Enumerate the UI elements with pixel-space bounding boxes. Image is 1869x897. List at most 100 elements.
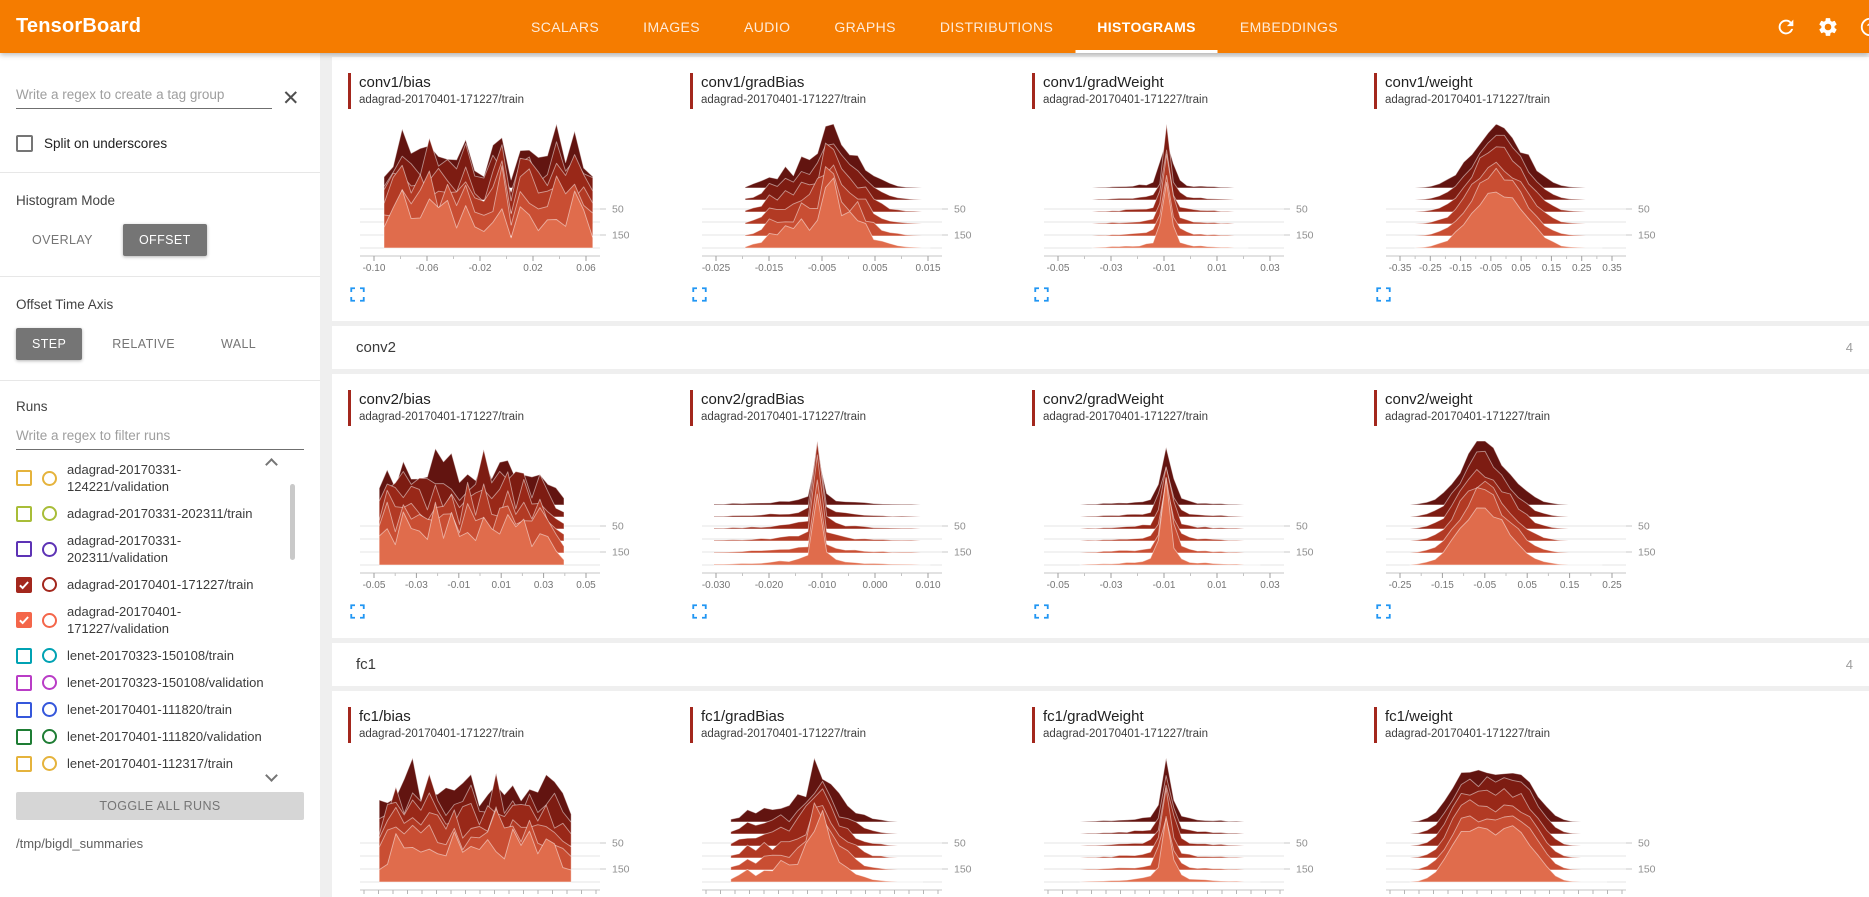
runs-block: Runs adagrad-20170331-124221/validationa… <box>0 381 320 851</box>
offset-time-axis-wall-button[interactable]: WALL <box>220 337 257 351</box>
card-run-name: adagrad-20170401-171227/train <box>359 728 524 740</box>
app-header: TensorBoard SCALARS IMAGES AUDIO GRAPHS DIST… <box>0 0 1869 53</box>
svg-text:50: 50 <box>612 204 624 216</box>
histogram-card: fc1/weight adagrad-20170401-171227/train 5… <box>1374 707 1702 897</box>
run-accent-bar <box>1374 73 1377 109</box>
run-item[interactable]: adagrad-20170401-171227/validation <box>16 598 304 642</box>
svg-text:0.02: 0.02 <box>523 263 543 274</box>
runs-scrollbar[interactable] <box>290 484 295 560</box>
help-icon[interactable]: ? <box>1859 16 1869 38</box>
histogram-card: conv1/gradWeight adagrad-20170401-171227/… <box>1032 73 1360 303</box>
tag-filter-input[interactable] <box>16 83 272 109</box>
fullscreen-icon[interactable] <box>350 604 366 620</box>
run-item[interactable]: adagrad-20170401-171227/train <box>16 571 304 598</box>
fullscreen-icon[interactable] <box>1034 604 1050 620</box>
run-radio[interactable] <box>42 506 57 521</box>
run-checkbox[interactable] <box>16 755 32 772</box>
offset-time-axis-step-button[interactable]: STEP <box>16 328 83 360</box>
card-run-name: adagrad-20170401-171227/train <box>1043 94 1208 106</box>
tab-scalars[interactable]: SCALARS <box>531 18 600 35</box>
run-item[interactable]: adagrad-20170331-202311/validation <box>16 527 304 571</box>
svg-text:-0.06: -0.06 <box>416 263 439 274</box>
run-checkbox[interactable] <box>16 576 32 593</box>
svg-text:-0.020: -0.020 <box>755 580 784 591</box>
ridgeline-histogram-chart: 50 150 -0.025 -0.015 -0.005 0.005 0.015 <box>702 119 1018 279</box>
run-radio[interactable] <box>42 541 57 557</box>
run-item[interactable]: lenet-20170323-150108/train <box>16 642 304 669</box>
fullscreen-icon[interactable] <box>692 287 708 303</box>
tab-distributions[interactable]: DISTRIBUTIONS <box>939 18 1054 35</box>
run-checkbox[interactable] <box>16 647 32 664</box>
fullscreen-icon[interactable] <box>1376 604 1392 620</box>
run-checkbox[interactable] <box>16 612 32 628</box>
tab-audio[interactable]: AUDIO <box>744 18 791 35</box>
svg-text:-0.05: -0.05 <box>1479 263 1502 274</box>
run-item[interactable]: adagrad-20170331-124221/validation <box>16 456 304 500</box>
run-item[interactable]: adagrad-20170331-202311/train <box>16 500 304 527</box>
split-underscores-row[interactable]: Split on underscores <box>16 135 304 152</box>
svg-text:-0.015: -0.015 <box>755 263 784 274</box>
offset-time-axis-relative-button[interactable]: RELATIVE <box>112 337 175 351</box>
tab-graphs[interactable]: GRAPHS <box>834 18 896 35</box>
histogram-section: conv1/bias adagrad-20170401-171227/train 5… <box>332 57 1869 321</box>
histogram-mode-buttons: OVERLAY OFFSET <box>16 224 304 256</box>
run-radio[interactable] <box>42 702 57 717</box>
run-radio[interactable] <box>42 756 57 771</box>
run-checkbox[interactable] <box>16 728 32 745</box>
svg-text:50: 50 <box>1296 204 1308 216</box>
svg-text:-0.030: -0.030 <box>702 580 731 591</box>
ridgeline-histogram-chart: 50 150 -0.10 -0.06 -0.02 0.02 0.06 <box>360 119 676 279</box>
run-radio[interactable] <box>42 675 57 690</box>
group-header-fc1[interactable]: fc1 4 <box>332 643 1869 686</box>
histogram-card: conv2/gradWeight adagrad-20170401-171227/… <box>1032 390 1360 620</box>
run-radio[interactable] <box>42 612 57 628</box>
svg-text:150: 150 <box>612 547 630 559</box>
svg-text:-0.25: -0.25 <box>1389 580 1412 591</box>
card-title: conv1/gradBias <box>701 74 805 91</box>
ridgeline-histogram-chart: 50 150 <box>1386 753 1702 897</box>
run-checkbox[interactable] <box>16 505 32 522</box>
svg-text:50: 50 <box>612 521 624 533</box>
card-run-name: adagrad-20170401-171227/train <box>701 94 866 106</box>
run-radio[interactable] <box>42 648 57 663</box>
run-checkbox[interactable] <box>16 674 32 691</box>
fullscreen-icon[interactable] <box>1376 287 1392 303</box>
histogram-mode-overlay-button[interactable]: OVERLAY <box>32 233 93 247</box>
run-item[interactable]: lenet-20170401-111820/validation <box>16 723 304 750</box>
run-item[interactable]: lenet-20170401-111820/train <box>16 696 304 723</box>
card-title: conv2/gradBias <box>701 391 805 408</box>
close-icon[interactable]: ✕ <box>282 87 300 110</box>
tab-images[interactable]: IMAGES <box>643 18 701 35</box>
card-run-name: adagrad-20170401-171227/train <box>1043 411 1208 423</box>
run-checkbox[interactable] <box>16 541 32 557</box>
fullscreen-icon[interactable] <box>350 287 366 303</box>
runs-filter-input[interactable] <box>16 424 304 450</box>
run-checkbox[interactable] <box>16 701 32 718</box>
toggle-all-runs-button[interactable]: TOGGLE ALL RUNS <box>16 792 304 820</box>
run-label: adagrad-20170401-171227/train <box>67 577 254 592</box>
run-checkbox[interactable] <box>16 470 32 486</box>
split-underscores-checkbox[interactable] <box>16 135 33 152</box>
svg-text:0.015: 0.015 <box>915 263 940 274</box>
ridgeline-histogram-chart: 50 150 <box>360 753 676 897</box>
card-run-name: adagrad-20170401-171227/train <box>701 728 866 740</box>
fullscreen-icon[interactable] <box>692 604 708 620</box>
run-accent-bar <box>1032 390 1035 426</box>
settings-icon[interactable] <box>1817 16 1839 38</box>
fullscreen-icon[interactable] <box>1034 287 1050 303</box>
run-radio[interactable] <box>42 577 57 592</box>
histogram-card: conv1/bias adagrad-20170401-171227/train 5… <box>348 73 676 303</box>
refresh-icon[interactable] <box>1775 16 1797 38</box>
ridgeline-histogram-chart: 50 150 -0.05 -0.03 -0.01 0.01 0.03 <box>1044 436 1360 596</box>
histogram-mode-offset-button[interactable]: OFFSET <box>122 224 207 256</box>
card-title: fc1/weight <box>1385 708 1453 725</box>
run-item[interactable]: lenet-20170401-112317/train <box>16 750 304 777</box>
group-header-conv2[interactable]: conv2 4 <box>332 326 1869 369</box>
svg-text:-0.05: -0.05 <box>1473 580 1496 591</box>
run-radio[interactable] <box>42 470 57 486</box>
card-run-name: adagrad-20170401-171227/train <box>701 411 866 423</box>
tab-histograms[interactable]: HISTOGRAMS <box>1075 0 1218 53</box>
tab-embeddings[interactable]: EMBEDDINGS <box>1239 18 1338 35</box>
run-radio[interactable] <box>42 729 57 744</box>
run-item[interactable]: lenet-20170323-150108/validation <box>16 669 304 696</box>
